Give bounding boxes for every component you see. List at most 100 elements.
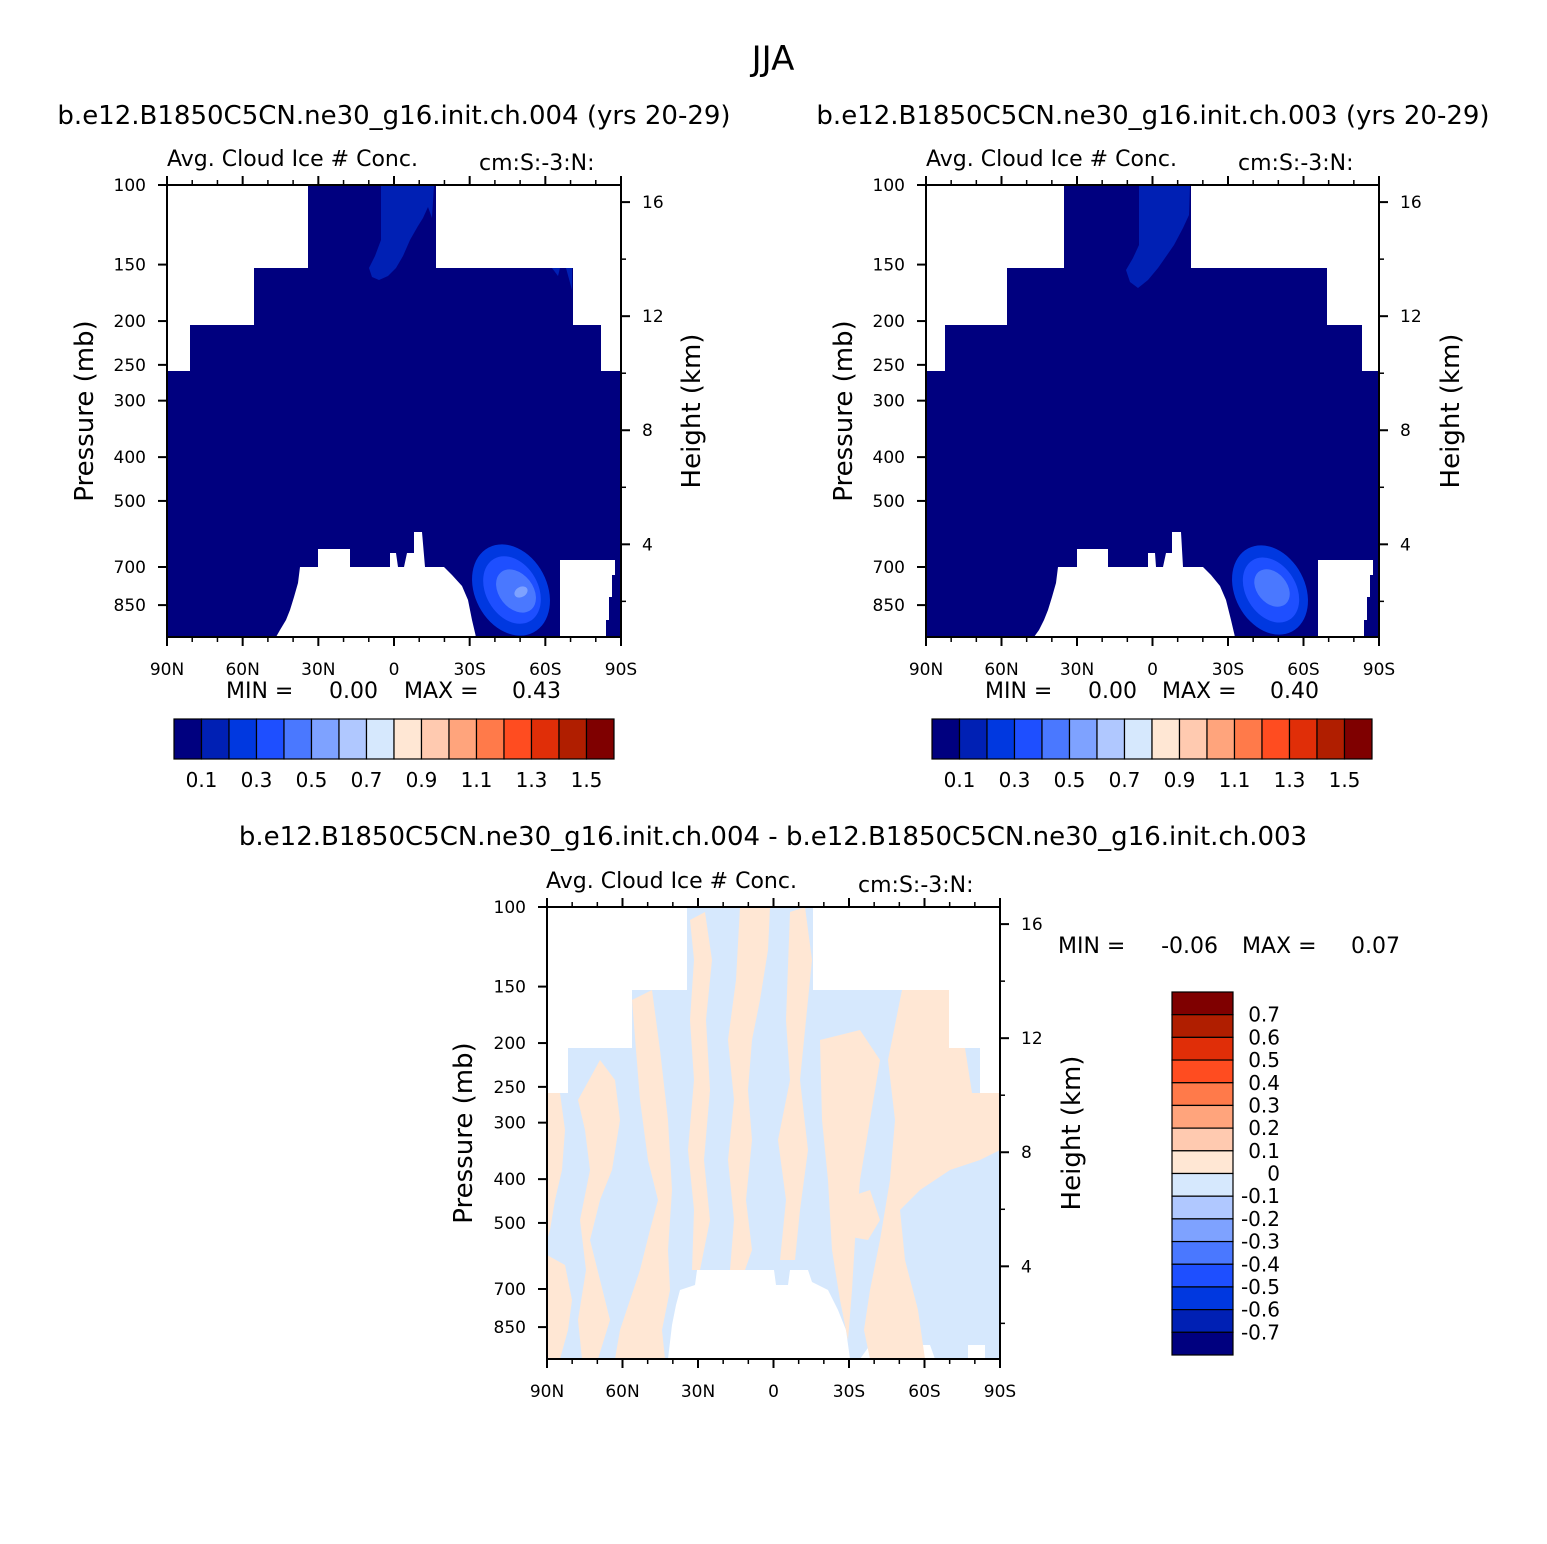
- x-tick-label: 30N: [681, 1382, 715, 1402]
- panel-right-title: cm:S:-3:N:: [479, 151, 595, 176]
- colorbar-box: [1171, 991, 1234, 1016]
- colorbar-label: -0.5: [1241, 1275, 1280, 1299]
- colorbar-label: -0.6: [1241, 1298, 1280, 1322]
- stat-min-label: MIN =: [226, 679, 293, 704]
- colorbar-box: [1171, 1014, 1234, 1038]
- colorbar-label: -0.2: [1241, 1207, 1280, 1231]
- field-base: [167, 185, 621, 637]
- colorbar-box: [1171, 1059, 1234, 1084]
- stat-max-value: 0.40: [1270, 679, 1319, 704]
- axis-ylabel: Pressure (mb): [70, 320, 100, 501]
- y-right-tick-label: 16: [1021, 915, 1043, 935]
- y-tick-label: 850: [494, 1318, 526, 1338]
- y-tick-label: 400: [873, 448, 905, 468]
- colorbar-box: [255, 718, 285, 760]
- y-right-tick-label: 12: [1021, 1029, 1043, 1049]
- y-tick-label: 100: [114, 176, 146, 196]
- colorbar-box: [1068, 718, 1098, 760]
- y-tick-label: 400: [494, 1170, 526, 1190]
- colorbar-box: [228, 718, 258, 760]
- colorbar-box: [420, 718, 450, 760]
- x-tick-labels: 90N 60N 30N 0 30S 60S 90S: [530, 1382, 1016, 1402]
- y-tick-labels: 100 150 200 250 300 400 500 700 850: [114, 176, 146, 616]
- colorbar-box: [1171, 1104, 1234, 1129]
- panel-left-title: Avg. Cloud Ice # Conc.: [167, 147, 418, 172]
- colorbar-label: 0.5: [1248, 1048, 1280, 1072]
- colorbar-label: -0.4: [1241, 1252, 1280, 1276]
- colorbar-label: 0.7: [351, 768, 383, 792]
- y-tick-label: 850: [114, 596, 146, 616]
- x-tick-label: 90S: [1363, 660, 1395, 680]
- x-tick-label: 90S: [605, 660, 637, 680]
- y-tick-label: 300: [114, 392, 146, 412]
- stat-min-value: 0.00: [329, 679, 378, 704]
- top-right-caption: b.e12.B1850C5CN.ne30_g16.init.ch.003 (yr…: [816, 101, 1489, 131]
- contour-field: [167, 185, 621, 637]
- colorbar-box: [1171, 1218, 1234, 1243]
- x-tick-label: 0: [389, 660, 400, 680]
- stat-max-value: 0.43: [512, 679, 561, 704]
- panel-left-title: Avg. Cloud Ice # Conc.: [926, 147, 1177, 172]
- colorbar-label: 1.3: [516, 768, 548, 792]
- colorbar-label: 0.6: [1248, 1025, 1280, 1049]
- stat-max-label: MAX =: [404, 679, 479, 704]
- colorbar-box: [1171, 1263, 1234, 1288]
- colorbar-box: [1171, 1286, 1234, 1311]
- x-tick-label: 60N: [605, 1382, 639, 1402]
- stat-max-label: MAX =: [1242, 934, 1317, 959]
- stat-max-value: 0.07: [1351, 934, 1400, 959]
- colorbar-label: 1.3: [1274, 768, 1306, 792]
- stat-min-label: MIN =: [1058, 934, 1125, 959]
- stat-min-label: MIN =: [985, 679, 1052, 704]
- colorbar-box: [448, 718, 478, 760]
- colorbar-label: 0.4: [1248, 1071, 1280, 1095]
- colorbar-box: [1096, 718, 1126, 760]
- x-tick-labels: 90N 60N 30N 0 30S 60S 90S: [909, 660, 1395, 680]
- colorbar-label: 0: [1267, 1162, 1280, 1186]
- y-tick-label: 400: [114, 448, 146, 468]
- y-tick-label: 250: [114, 356, 146, 376]
- colorbar-label: 1.1: [461, 768, 493, 792]
- colorbar-label: 0.7: [1248, 1003, 1280, 1027]
- x-tick-label: 60S: [529, 660, 561, 680]
- contour-positive-band-e: [778, 907, 812, 1260]
- contour-field: [926, 185, 1379, 637]
- colorbar-box: [1171, 1127, 1234, 1152]
- colorbar: 0.1 0.3 0.5 0.7 0.9 1.1 1.3 1.5: [931, 718, 1373, 792]
- y-tick-label: 500: [114, 492, 146, 512]
- y-right-tick-label: 8: [1400, 421, 1411, 441]
- x-tick-label: 90S: [984, 1382, 1016, 1402]
- colorbar-box: [1171, 1150, 1234, 1175]
- axis-ylabel: Pressure (mb): [449, 1042, 479, 1223]
- contour-positive-band-a: [578, 1060, 620, 1359]
- x-tick-label: 30N: [301, 660, 335, 680]
- colorbar-label: -0.3: [1241, 1230, 1280, 1254]
- colorbar-label: 0.3: [1248, 1093, 1280, 1117]
- y-tick-label: 700: [114, 558, 146, 578]
- colorbar-box: [931, 718, 961, 760]
- x-tick-label: 0: [1147, 660, 1158, 680]
- colorbar-box: [1316, 718, 1346, 760]
- y-right-tick-label: 8: [1021, 1143, 1032, 1163]
- colorbar-box: [310, 718, 340, 760]
- colorbar-box: [1171, 1240, 1234, 1265]
- y-tick-label: 700: [494, 1280, 526, 1300]
- tick-marks: [538, 898, 1009, 1368]
- colorbar-box: [1013, 718, 1043, 760]
- tick-marks: [158, 176, 630, 646]
- colorbar-box: [986, 718, 1016, 760]
- colorbar-label: -0.7: [1241, 1320, 1280, 1344]
- y-tick-label: 100: [494, 898, 526, 918]
- colorbar-box: [338, 718, 368, 760]
- contour-positive-west: [547, 1093, 565, 1240]
- y-right-tick-label: 12: [642, 307, 664, 327]
- y-right-tick-label: 4: [1021, 1257, 1032, 1277]
- colorbar-box: [530, 718, 560, 760]
- y-tick-label: 200: [114, 312, 146, 332]
- colorbar-box: [475, 718, 505, 760]
- colorbar-box: [1206, 718, 1236, 760]
- y-right-tick-labels: 16 12 8 4: [642, 193, 664, 555]
- colorbar-label: -0.1: [1241, 1184, 1280, 1208]
- y-right-tick-label: 8: [642, 421, 653, 441]
- stat-min-value: -0.06: [1161, 934, 1218, 959]
